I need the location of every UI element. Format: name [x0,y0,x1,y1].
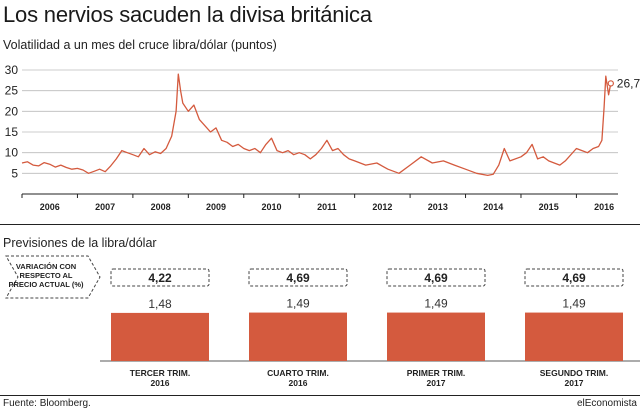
source-note: Fuente: Bloomberg. [3,398,91,409]
forecast-bar [249,312,347,361]
bar-value-label: 1,48 [148,297,172,311]
change-label: 4,69 [286,271,310,285]
x-tick-label: 2009 [206,202,226,212]
change-box [248,268,348,287]
x-tick-label: 2012 [372,202,392,212]
y-tick-label: 25 [5,84,19,98]
y-tick-label: 20 [5,104,19,118]
footer-divider [0,395,640,396]
change-label: 4,69 [424,271,448,285]
category-label: 2017 [427,378,446,388]
y-tick-label: 30 [5,63,19,77]
x-tick-label: 2011 [317,202,337,212]
category-label: 2016 [289,378,308,388]
x-tick-label: 2008 [151,202,171,212]
y-tick-label: 5 [11,166,18,180]
y-tick-label: 15 [5,125,19,139]
bar-value-label: 1,49 [562,297,586,311]
x-tick-label: 2013 [428,202,448,212]
forecast-bar [387,312,485,361]
x-tick-label: 2007 [95,202,115,212]
category-label: TERCER TRIM. [130,368,190,378]
brand-logo: elEconomista [576,398,637,409]
x-tick-label: 2015 [539,202,559,212]
bar-value-label: 1,49 [424,297,448,311]
volatility-series-line [21,73,612,177]
x-tick-label: 2006 [40,202,60,212]
category-label: SEGUNDO TRIM. [540,368,608,378]
category-label: PRIMER TRIM. [407,368,466,378]
x-tick-label: 2014 [483,202,503,212]
last-value-point [607,80,614,87]
forecast-bar [525,312,623,361]
change-box [524,268,624,287]
category-label: 2016 [151,378,170,388]
x-tick-label: 2016 [594,202,614,212]
last-value-label: 26,76 [617,76,640,90]
change-label: 4,22 [148,271,172,285]
change-arrow-shape [5,255,101,299]
category-label: CUARTO TRIM. [267,368,329,378]
chart-title: Los nervios sacuden la divisa británica [3,2,372,27]
change-box [386,268,486,287]
section-divider [0,224,640,225]
bar-value-label: 1,49 [286,297,310,311]
change-arrow-label: VARIACIÓN CON RESPECTO AL PRECIO ACTUAL … [8,262,84,289]
change-label: 4,69 [562,271,586,285]
bar-chart-title: Previsiones de la libra/dólar [3,236,157,250]
forecast-bar [111,312,209,361]
change-box [110,268,210,287]
category-label: 2017 [565,378,584,388]
y-tick-label: 10 [5,146,19,160]
volatility-line-chart: 5 10 15 20 25 30 2006 2007 2008 2009 2010 2011 2012 2… [5,63,640,212]
x-tick-label: 2010 [261,202,281,212]
line-chart-subtitle: Volatilidad a un mes del cruce libra/dól… [3,38,277,52]
